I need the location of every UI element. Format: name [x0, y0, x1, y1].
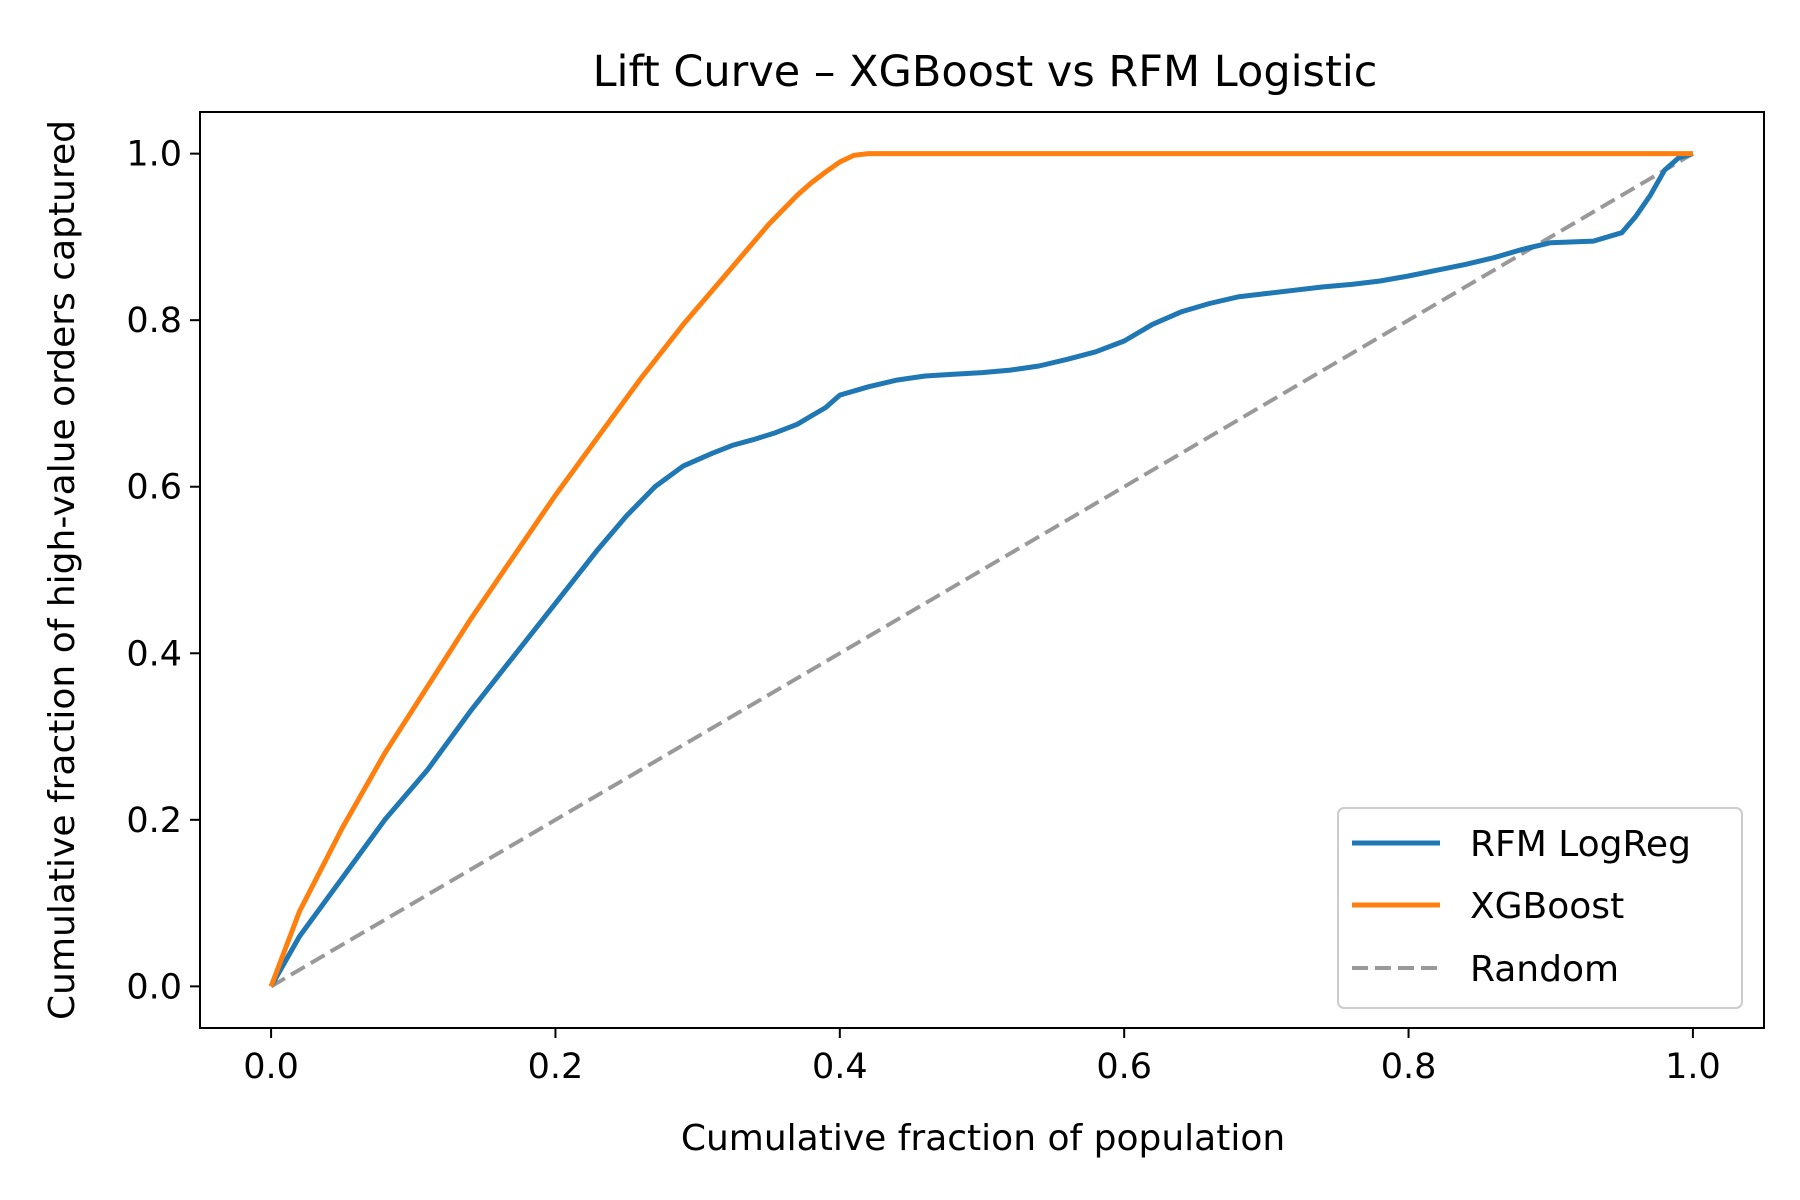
x-axis-ticks: 0.0 0.2 0.4 0.6 0.8 1.0: [243, 1028, 1721, 1087]
plot-frame: [199, 111, 1765, 1029]
series-line-rfm-logreg: [268, 151, 1694, 988]
x-tick-label: 0.4: [812, 1047, 868, 1087]
y-axis-ticks: 0.0 0.2 0.4 0.6 0.8 1.0: [126, 135, 200, 1007]
legend-label-xgboost: XGBoost: [1470, 886, 1624, 927]
x-axis-label: Cumulative fraction of population: [681, 1118, 1285, 1159]
y-tick-label: 0.4: [126, 634, 182, 674]
y-axis-label: Cumulative fraction of high-value orders…: [42, 120, 83, 1020]
x-tick-label: 0.0: [243, 1047, 299, 1087]
y-tick-label: 0.2: [126, 801, 182, 841]
x-tick-label: 0.2: [528, 1047, 584, 1087]
x-tick-label: 0.6: [1096, 1047, 1152, 1087]
x-tick-label: 1.0: [1665, 1047, 1721, 1087]
y-tick-label: 0.8: [126, 301, 182, 341]
series-lines: [268, 151, 1694, 989]
legend: RFM LogReg XGBoost Random: [1337, 807, 1743, 1009]
y-tick-label: 0.6: [126, 468, 182, 508]
y-tick-label: 0.0: [126, 967, 182, 1007]
legend-box: [1337, 807, 1743, 1009]
plot-area: 0.0 0.2 0.4 0.6 0.8 1.0 0.0 0.2 0.4 0.6 0.8 1.0: [126, 111, 1765, 1087]
chart-title: Lift Curve – XGBoost vs RFM Logistic: [593, 47, 1378, 97]
legend-label-random: Random: [1470, 949, 1619, 990]
series-line-xgboost: [268, 151, 1693, 988]
y-tick-label: 1.0: [126, 135, 182, 175]
legend-label-rfm-logreg: RFM LogReg: [1470, 824, 1691, 865]
x-tick-label: 0.8: [1381, 1047, 1437, 1087]
